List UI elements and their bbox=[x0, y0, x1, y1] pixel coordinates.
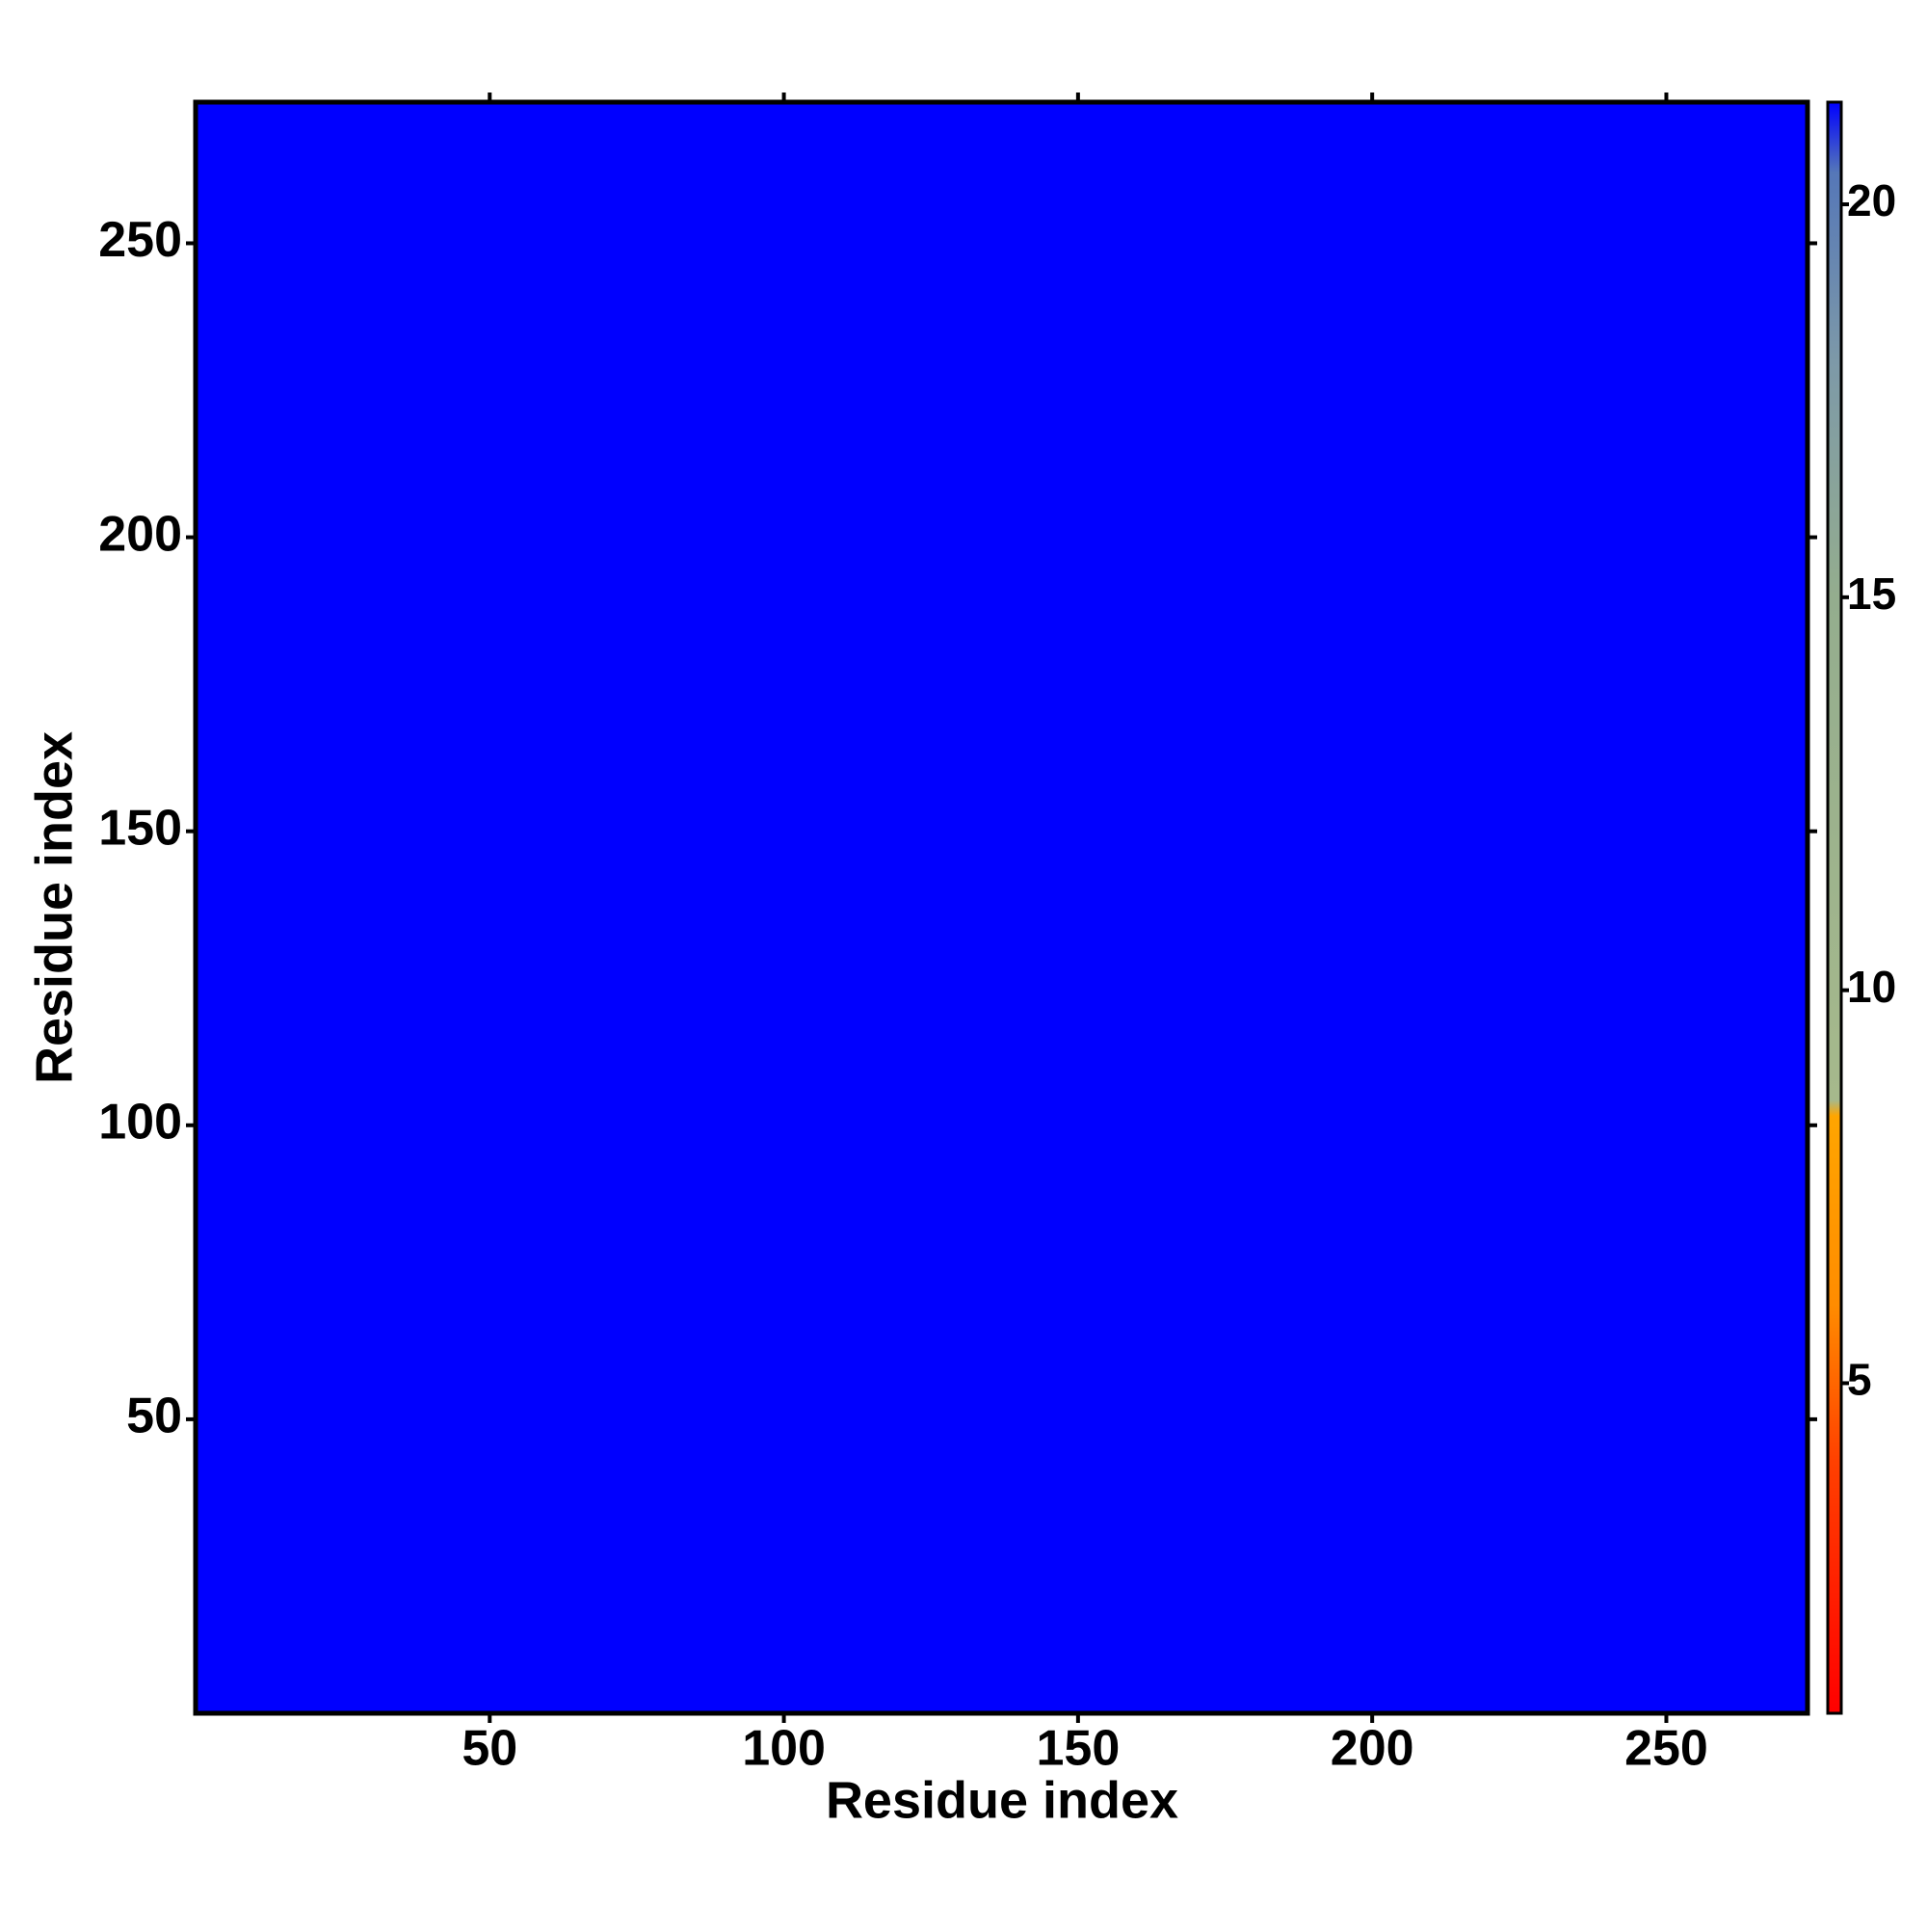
plot-background bbox=[196, 102, 1808, 1713]
y-tick-label: 150 bbox=[98, 800, 182, 856]
plot-frame bbox=[193, 99, 1810, 1716]
colorbar-tick-label: 5 bbox=[1847, 1355, 1872, 1405]
y-axis-title: Residue index bbox=[25, 731, 83, 1084]
x-tick-label: 150 bbox=[1036, 1721, 1120, 1777]
y-tick-label: 250 bbox=[98, 212, 182, 268]
colorbar-tick-label: 20 bbox=[1847, 175, 1896, 225]
colorbar-tick-label: 15 bbox=[1847, 569, 1896, 619]
colorbar-tick-label: 10 bbox=[1847, 962, 1896, 1012]
y-tick-label: 100 bbox=[98, 1095, 182, 1151]
x-axis-title: Residue index bbox=[826, 1771, 1178, 1829]
x-tick-label: 100 bbox=[742, 1721, 826, 1777]
y-tick-label: 200 bbox=[98, 506, 182, 562]
x-tick-label: 250 bbox=[1624, 1721, 1708, 1777]
x-tick-label: 50 bbox=[462, 1721, 517, 1777]
x-tick-label: 200 bbox=[1331, 1721, 1414, 1777]
colorbar bbox=[1826, 100, 1843, 1715]
y-tick-label: 50 bbox=[126, 1389, 182, 1444]
